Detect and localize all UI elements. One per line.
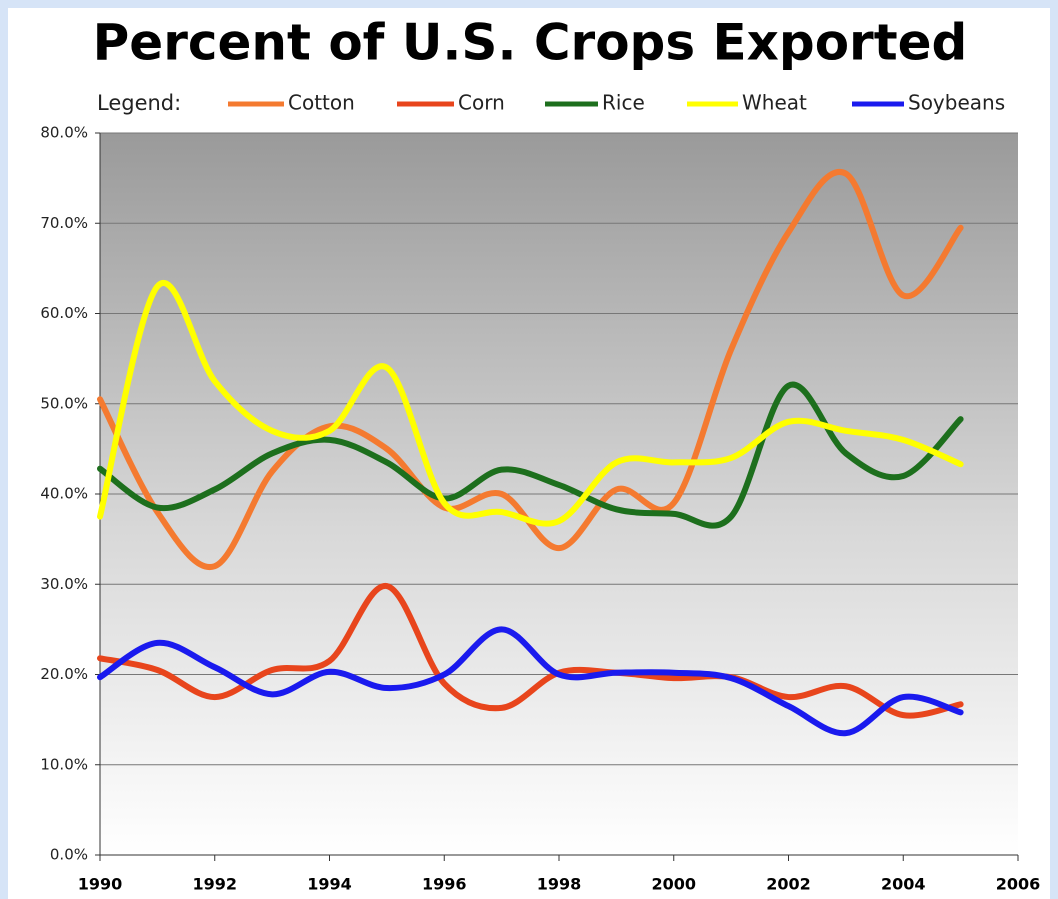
x-tick-label: 1990 bbox=[78, 875, 123, 894]
legend-label: Soybeans bbox=[908, 91, 1005, 115]
series-line bbox=[97, 168, 964, 571]
x-tick-label: 1998 bbox=[537, 875, 582, 894]
x-tick-label: 2006 bbox=[996, 875, 1041, 894]
y-tick-label: 0.0% bbox=[50, 846, 88, 864]
y-tick-label: 40.0% bbox=[40, 485, 88, 503]
y-tick-label: 30.0% bbox=[40, 575, 88, 593]
y-tick-label: 80.0% bbox=[40, 124, 88, 142]
legend-label: Corn bbox=[458, 91, 505, 115]
y-tick-label: 50.0% bbox=[40, 394, 88, 412]
y-tick-label: 70.0% bbox=[40, 214, 88, 232]
x-tick-label: 2000 bbox=[651, 875, 696, 894]
x-tick-label: 1996 bbox=[422, 875, 467, 894]
y-tick-label: 10.0% bbox=[40, 755, 88, 773]
x-tick-label: 1992 bbox=[192, 875, 237, 894]
series-line bbox=[97, 280, 964, 527]
legend-title: Legend: bbox=[97, 91, 181, 115]
legend-label: Rice bbox=[602, 91, 645, 115]
series-line bbox=[97, 626, 964, 737]
x-tick-label: 1994 bbox=[307, 875, 352, 894]
y-tick-label: 60.0% bbox=[40, 304, 88, 322]
chart-title: Percent of U.S. Crops Exported bbox=[93, 14, 968, 72]
x-tick-label: 2004 bbox=[881, 875, 926, 894]
x-tick-label: 2002 bbox=[766, 875, 811, 894]
legend-label: Cotton bbox=[288, 91, 355, 115]
y-tick-label: 20.0% bbox=[40, 665, 88, 683]
legend-label: Wheat bbox=[742, 91, 807, 115]
